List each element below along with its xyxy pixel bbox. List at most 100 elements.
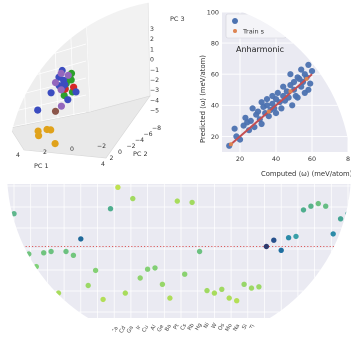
- element-point: [159, 281, 166, 287]
- element-x-tick-label: Al: [150, 324, 158, 331]
- element-point: [70, 252, 77, 258]
- element-x-tick-label: Cs: [180, 323, 189, 332]
- parity-legend-marker-1: [233, 29, 237, 33]
- element-point: [285, 235, 292, 241]
- parity-x-axis-label: Computed ⟨ω⟩ (meV/atom): [261, 170, 353, 178]
- element-x-tick-label: Ni: [203, 322, 211, 330]
- parity-train-point: [229, 142, 233, 147]
- pc2-tick-label: 0: [118, 149, 122, 156]
- element-point: [137, 275, 143, 281]
- pc3-tick-label: 1: [150, 46, 154, 53]
- element-point: [92, 267, 99, 274]
- parity-point: [249, 105, 256, 112]
- element-point: [33, 263, 39, 270]
- parity-point: [289, 102, 296, 109]
- pc2-tick-label: 4: [101, 161, 105, 168]
- element-point: [55, 290, 62, 296]
- parity-point: [298, 66, 305, 73]
- element-x-tick-label: Os: [217, 322, 226, 331]
- element-x-tick-label: Ir: [135, 324, 142, 331]
- element-point: [315, 200, 321, 207]
- element-point: [234, 298, 240, 304]
- pc2-tick-label: −8: [152, 125, 161, 132]
- element-point: [167, 295, 173, 301]
- pc2-tick-label: −6: [144, 131, 153, 138]
- parity-point: [258, 99, 265, 106]
- parity-point: [231, 125, 238, 132]
- element-point: [115, 184, 121, 190]
- element-point: [241, 281, 247, 287]
- parity-point: [263, 96, 271, 103]
- pca-point: [64, 96, 72, 104]
- element-point: [337, 216, 344, 222]
- parity-train-point: [288, 89, 293, 94]
- pc3-tick-label: −5: [150, 108, 159, 115]
- parity-legend-label-1: Train s: [242, 28, 265, 36]
- parity-y-tick-labels: 20 40 60 80 100: [207, 8, 219, 140]
- pca-point: [61, 81, 69, 89]
- element-x-tick-label: Hg: [194, 322, 203, 331]
- pc3-tick-label: 0: [150, 57, 154, 64]
- parity-point: [308, 68, 316, 75]
- pca-point: [51, 140, 59, 148]
- parity-y-tick-label: 80: [211, 40, 219, 48]
- element-point: [48, 248, 54, 255]
- element-point: [130, 195, 136, 202]
- pca-grid-line: [85, 9, 91, 113]
- parity-point: [254, 108, 262, 115]
- pca-point: [35, 132, 43, 140]
- element-x-tick-label: Mo: [225, 323, 234, 333]
- parity-point: [294, 94, 301, 101]
- pc2-tick-label: 2: [110, 155, 114, 162]
- parity-point: [287, 71, 294, 78]
- pc1-tick-labels: 4 2 0 −2: [16, 143, 106, 159]
- pca-grid-line: [7, 9, 87, 39]
- pc2-tick-label: −2: [127, 143, 136, 150]
- parity-x-tick-label: 60: [308, 155, 316, 163]
- pc2-axis-label: PC 2: [133, 150, 148, 158]
- parity-y-tick-label: 100: [207, 8, 219, 16]
- pca-grid-line: [7, 94, 87, 114]
- pca-grid-line: [7, 111, 87, 129]
- parity-point: [265, 113, 272, 120]
- parity-x-tick-label: 40: [272, 155, 280, 163]
- pca-point: [57, 86, 65, 94]
- parity-point: [263, 102, 271, 109]
- element-x-tick-label: Na: [232, 323, 241, 332]
- element-x-tick-label: Ge: [156, 323, 165, 333]
- parity-y-tick-label: 20: [211, 133, 219, 141]
- pc3-tick-label: −4: [150, 97, 159, 104]
- element-x-tick-label: Ga: [126, 325, 135, 334]
- parity-y-tick-label: 40: [211, 102, 219, 110]
- element-point: [278, 247, 284, 253]
- parity-point: [258, 120, 265, 128]
- parity-point: [278, 105, 285, 112]
- parity-point: [247, 117, 254, 124]
- pca-point: [51, 79, 60, 87]
- pc1-tick-label: 4: [16, 152, 20, 159]
- pca-point: [34, 106, 42, 114]
- parity-point: [305, 61, 312, 68]
- parity-point: [245, 127, 253, 134]
- parity-x-tick-label: 20: [236, 155, 244, 163]
- pca-point: [47, 89, 55, 97]
- pca-point: [47, 126, 55, 134]
- pca-floor-pane: [9, 95, 151, 159]
- element-point: [11, 211, 17, 217]
- pc3-tick-labels: 3 2 1 0 −1 −2 −3 −4 −5: [150, 26, 159, 115]
- element-x-tick-label: Zr: [286, 325, 295, 334]
- pc3-tick-label: −3: [150, 87, 159, 94]
- pca-points: [34, 66, 80, 148]
- pca-point: [64, 71, 72, 79]
- parity-point: [274, 89, 281, 96]
- element-x-tick-label: Pt: [173, 323, 181, 331]
- element-x-tick-label: Cd: [119, 325, 128, 334]
- element-point: [204, 287, 210, 294]
- parity-point: [290, 78, 298, 86]
- element-x-tick-label: Ta: [256, 324, 265, 333]
- pc1-tick-label: 0: [70, 146, 74, 153]
- pc2-tick-label: −4: [135, 137, 144, 144]
- element-point: [300, 207, 307, 213]
- element-point: [41, 250, 47, 256]
